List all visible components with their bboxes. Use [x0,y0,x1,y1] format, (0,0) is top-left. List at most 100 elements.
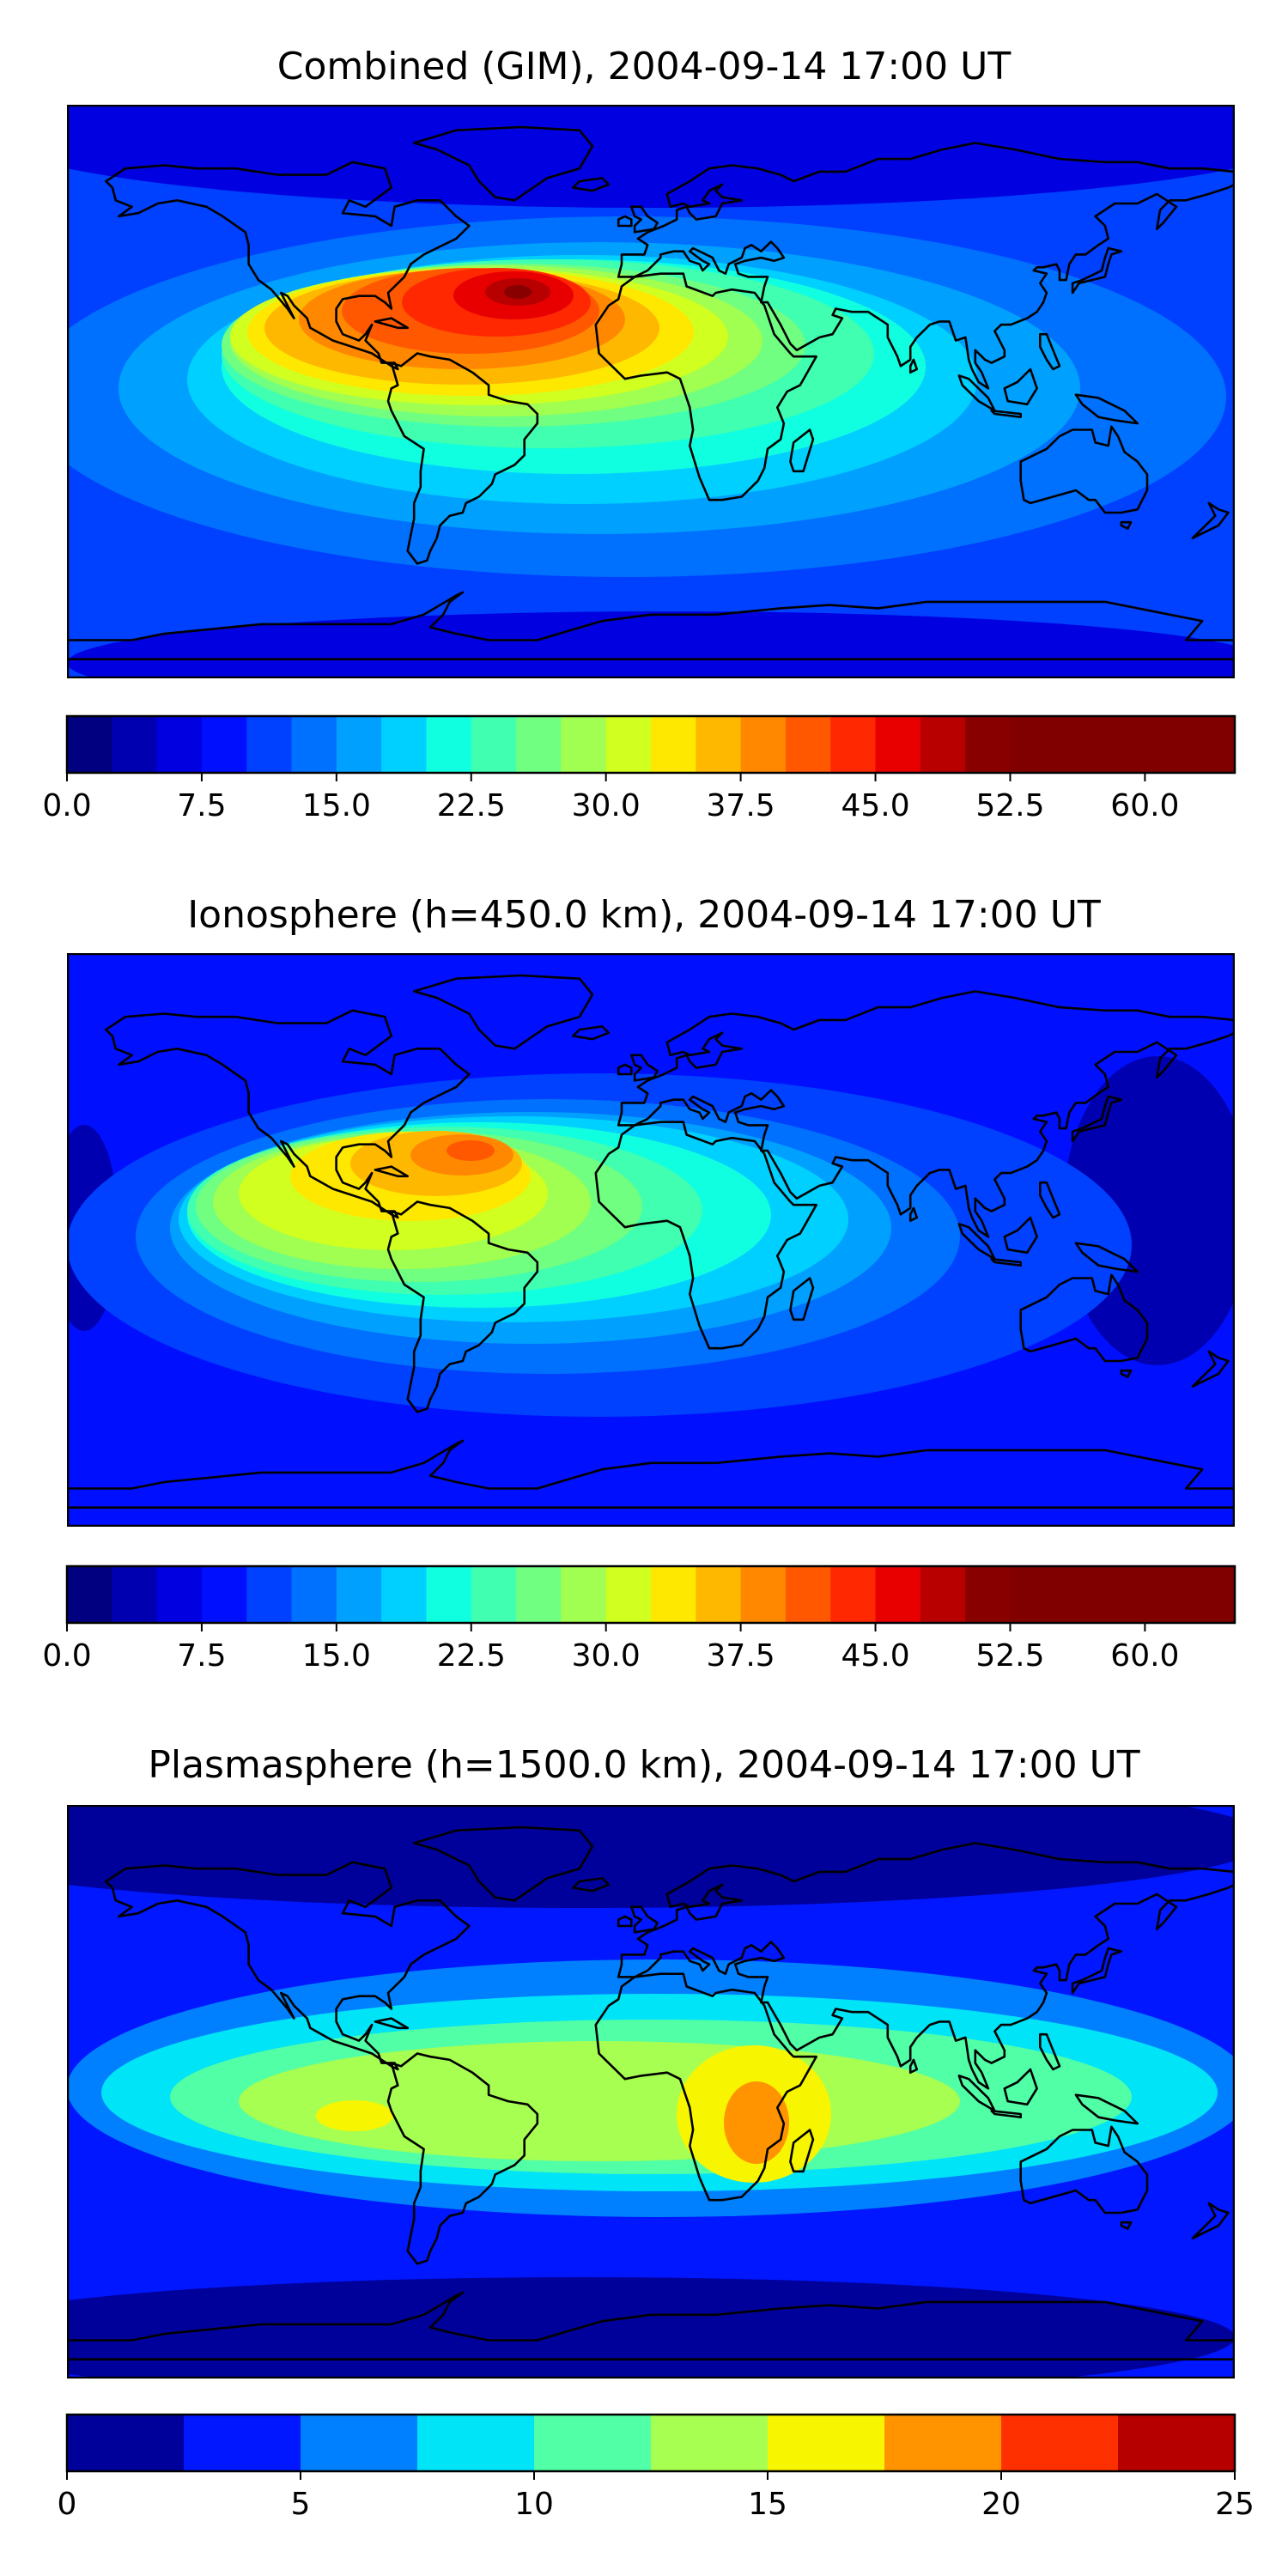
chart-title: Plasmasphere (h=1500.0 km), 2004-09-14 1… [148,1743,1140,1787]
colorbar-swatch [920,716,966,773]
colorbar-tick-label: 0.0 [42,1638,91,1674]
coastline-australia [1019,425,1149,514]
colorbar-swatch [1189,716,1236,773]
colorbar-swatch [696,1566,742,1623]
contour-low-north [67,1805,1235,1908]
coastline-africa [594,1972,818,2202]
colorbar-tick-label: 52.5 [975,1638,1044,1674]
colorbar-swatch [336,1566,382,1623]
colorbar-frame [65,2413,1236,2473]
coastline-south-america [386,352,539,565]
coastline-british-isles [629,205,659,234]
colorbar-swatch [471,1566,517,1623]
coastline-java [990,2109,1022,2119]
contour-band-13 [447,1140,495,1161]
coastline-tasmania [1120,1369,1133,1378]
contour-polar-low-north [67,105,1235,208]
colorbar-swatch [1010,1566,1056,1623]
colorbar-swatch [696,716,742,773]
colorbar-tick-label: 25 [1215,2487,1255,2522]
colorbar-swatch [156,716,203,773]
coastline-madagascar [789,428,815,473]
contour-band-6 [724,2081,789,2164]
coastline-iceland [571,1877,611,1893]
colorbar-tick-label: 15 [748,2487,787,2522]
colorbar-swatch [740,716,787,773]
coastline-sri-lanka [908,1206,919,1223]
coastline-borneo [1003,368,1038,406]
coastline-north-america [104,161,471,371]
coastline-sri-lanka [908,2058,919,2075]
coastline-japan [1071,246,1123,295]
colorbar-tick-label: 22.5 [437,788,506,823]
coastline-antarctica [67,2291,1235,2361]
coastline-cuba [374,1165,410,1178]
colorbar-swatch [740,1566,787,1623]
coastlines [67,974,1235,1510]
colorbar-swatch [67,716,112,773]
coastline-europe-asia [617,142,1235,390]
colorbar-swatch [426,716,472,773]
colorbar-tick-label: 37.5 [707,788,775,823]
colorbar-swatch [651,716,696,773]
colorbar-swatch [768,2415,885,2471]
colorbar-swatch [381,1566,428,1623]
colorbar-tick-label: 37.5 [707,1638,775,1674]
contour-fills [67,953,1235,1527]
colorbar-swatch [1010,716,1056,773]
coastline-new-zealand [1191,501,1230,540]
colorbar-tick-label: 20 [981,2487,1021,2522]
colorbar-frame [65,1564,1236,1625]
colorbar-swatch [1145,716,1191,773]
colorbar-swatch [1118,2415,1236,2471]
colorbar-swatch [965,1566,1012,1623]
colorbar-swatch [291,1566,337,1623]
colorbar-swatch [417,2415,535,2471]
contour-band-16 [504,285,532,299]
colorbar-swatches [67,2415,1236,2471]
coastline-north-america [104,1009,471,1219]
contour-band-5b [316,2100,393,2131]
coastline-new-guinea [1074,1242,1139,1273]
colorbar-swatch [291,716,337,773]
colorbar: 0.0 7.5 15.0 22.5 30.0 37.5 45.0 52.5 60.0 [42,714,1236,823]
colorbar-tick-label: 60.0 [1110,1638,1179,1674]
colorbar-swatch [920,1566,966,1623]
colorbar-swatch [785,1566,831,1623]
map-frame [67,105,1235,678]
heatmap-map [67,105,1235,678]
coastline-philippines [1039,332,1061,371]
coastline-cuba [374,2017,410,2030]
coastline-new-guinea [1074,2093,1139,2125]
colorbar-swatch [381,716,428,773]
coastlines [67,125,1235,661]
colorbar-tick-label: 0 [58,2487,77,2522]
coastline-ireland [617,1915,633,1928]
colorbar-swatches [67,716,1236,773]
colorbar-swatch [112,716,158,773]
map-frame [67,953,1235,1527]
colorbar-swatch [67,1566,112,1623]
coastlines [67,1826,1235,2361]
colorbar-swatch [1145,1566,1191,1623]
coastline-north-america [104,1861,471,2071]
colorbar-frame [65,714,1236,775]
coastline-europe-asia [617,990,1235,1238]
colorbar-tick-label: 7.5 [177,1638,226,1674]
colorbar-swatch [1054,716,1101,773]
colorbar-swatch [67,2415,185,2471]
colorbar: 0 5 10 15 20 25 [58,2413,1255,2522]
coastline-sri-lanka [908,358,919,374]
coastline-japan [1071,1095,1123,1143]
coastline-borneo [1003,2068,1038,2106]
coastline-new-guinea [1074,393,1139,425]
colorbar-swatch [112,1566,158,1623]
colorbar-swatch [830,1566,877,1623]
colorbar-swatch [875,1566,921,1623]
colorbar-tick-label: 15.0 [302,1638,371,1674]
coastline-australia [1019,2125,1149,2215]
colorbar-swatch [875,716,921,773]
coastline-south-america [386,2052,539,2265]
colorbar-tick-label: 45.0 [841,1638,909,1674]
colorbar-swatch [471,716,517,773]
